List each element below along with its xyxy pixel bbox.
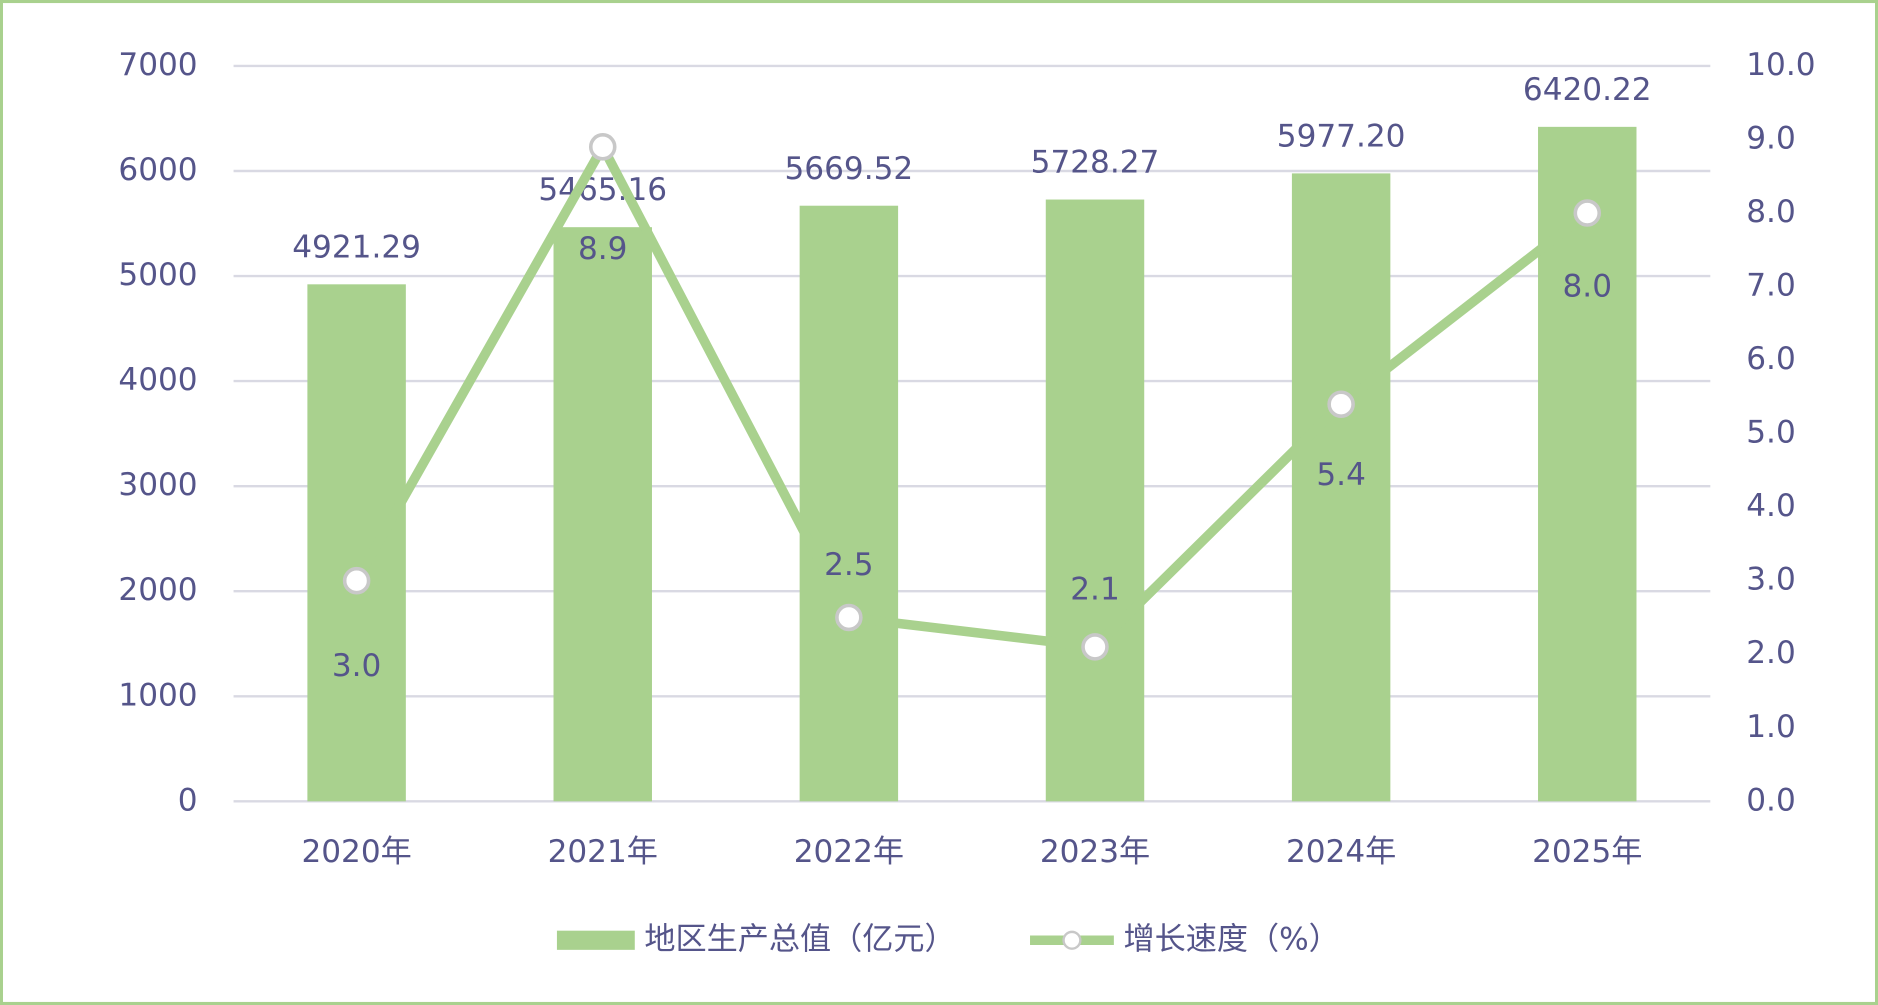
line-marker bbox=[1327, 390, 1355, 418]
x-tick-label: 2022年 bbox=[794, 834, 904, 870]
line-marker bbox=[1081, 633, 1109, 661]
line-value-label: 8.9 bbox=[578, 231, 628, 267]
bar bbox=[1045, 199, 1145, 802]
y2-tick-label: 4.0 bbox=[1746, 488, 1796, 524]
line-marker bbox=[342, 566, 371, 595]
x-tick-label: 2021年 bbox=[548, 834, 658, 870]
y2-tick-label: 10.0 bbox=[1746, 47, 1815, 83]
y2-tick-label: 6.0 bbox=[1746, 341, 1796, 377]
line-value-label: 3.0 bbox=[332, 648, 381, 684]
y-tick-label: 0 bbox=[178, 782, 198, 818]
y2-tick-label: 1.0 bbox=[1746, 709, 1796, 745]
y-tick-label: 3000 bbox=[118, 467, 197, 503]
y2-tick-label: 8.0 bbox=[1746, 194, 1796, 230]
y-tick-label: 4000 bbox=[118, 362, 197, 398]
bar-value-label: 5728.27 bbox=[1031, 145, 1160, 181]
line-marker bbox=[835, 603, 863, 632]
bar-value-label: 5977.20 bbox=[1277, 118, 1406, 154]
bar bbox=[307, 284, 406, 802]
line-marker bbox=[1573, 199, 1602, 227]
legend-marker bbox=[1062, 930, 1082, 950]
bar bbox=[1538, 126, 1637, 802]
bar-value-label: 5669.52 bbox=[785, 151, 914, 187]
x-tick-label: 2023年 bbox=[1040, 834, 1150, 870]
line-marker bbox=[588, 133, 617, 161]
y-tick-label: 5000 bbox=[118, 257, 197, 293]
y2-tick-label: 3.0 bbox=[1746, 562, 1796, 598]
y2-tick-label: 5.0 bbox=[1746, 415, 1796, 451]
x-tick-label: 2025年 bbox=[1532, 834, 1642, 870]
x-tick-label: 2020年 bbox=[301, 834, 411, 870]
y-tick-label: 7000 bbox=[118, 47, 197, 83]
y-tick-label: 6000 bbox=[118, 152, 197, 188]
y2-tick-label: 9.0 bbox=[1746, 120, 1796, 156]
bar bbox=[799, 205, 899, 802]
x-tick-label: 2024年 bbox=[1286, 834, 1396, 870]
line-value-label: 8.0 bbox=[1563, 268, 1613, 304]
y2-tick-label: 0.0 bbox=[1746, 782, 1796, 818]
line-value-label: 2.5 bbox=[824, 547, 874, 583]
line bbox=[352, 142, 1591, 652]
y2-tick-label: 2.0 bbox=[1746, 635, 1796, 671]
bar-value-label: 5465.16 bbox=[538, 172, 667, 208]
bar-value-label: 4921.29 bbox=[292, 229, 421, 265]
y-tick-label: 1000 bbox=[118, 677, 197, 713]
bar bbox=[553, 227, 652, 802]
line-value-label: 5.4 bbox=[1316, 457, 1366, 493]
legend-label: 增长速度（%） bbox=[1123, 921, 1339, 957]
y2-tick-label: 7.0 bbox=[1746, 268, 1796, 304]
y-tick-label: 2000 bbox=[118, 572, 197, 608]
bar-value-label: 6420.22 bbox=[1523, 72, 1652, 108]
line-value-label: 2.1 bbox=[1070, 572, 1120, 608]
legend-label: 地区生产总值（亿元） bbox=[644, 921, 955, 957]
legend-swatch bbox=[556, 930, 635, 950]
bar bbox=[1291, 173, 1391, 802]
